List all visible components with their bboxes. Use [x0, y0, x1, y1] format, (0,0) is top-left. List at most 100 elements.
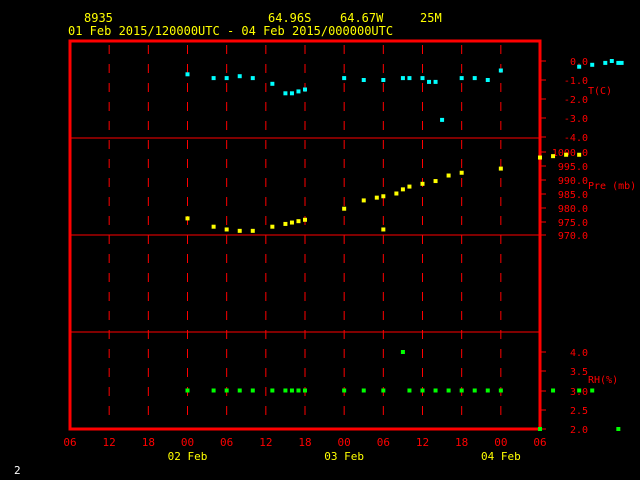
- temperature-point: [342, 76, 347, 81]
- temperature-point: [270, 81, 275, 86]
- panel-ylabel: RH(%): [588, 375, 618, 386]
- temperature-point: [211, 76, 216, 81]
- x-tick-label: 12: [103, 436, 116, 449]
- temperature-point: [472, 76, 477, 81]
- pressure-point: [237, 228, 242, 233]
- humidity-point: [538, 427, 542, 431]
- y-tick-label: -4.0: [564, 133, 588, 144]
- pressure-point: [433, 179, 438, 184]
- pressure-point: [400, 187, 405, 192]
- pressure-point: [420, 181, 425, 186]
- x-tick-label: 00: [181, 436, 194, 449]
- humidity-point: [342, 388, 347, 393]
- pressure-point: [564, 152, 569, 157]
- temperature-point: [619, 60, 624, 65]
- pressure-point: [551, 154, 556, 159]
- temperature-point: [407, 76, 412, 81]
- temperature-point: [433, 79, 438, 84]
- temperature-point: [616, 60, 621, 65]
- temperature-point: [590, 62, 595, 67]
- pressure-point: [224, 227, 229, 232]
- temperature-point: [485, 78, 490, 82]
- x-tick-label: 06: [63, 436, 76, 449]
- humidity-point: [237, 388, 242, 393]
- temperature-point: [400, 76, 405, 81]
- pressure-point: [538, 155, 542, 160]
- pressure-point: [303, 217, 307, 222]
- pressure-point: [498, 166, 503, 171]
- humidity-point: [590, 388, 595, 393]
- humidity-point: [420, 388, 425, 393]
- y-tick-label: 0.0: [570, 57, 588, 68]
- x-date-label: 03 Feb: [324, 450, 364, 463]
- longitude: 64.67W: [340, 11, 384, 25]
- humidity-point: [361, 388, 366, 393]
- y-tick-label: 980.0: [558, 204, 588, 215]
- x-tick-label: 06: [533, 436, 546, 449]
- temperature-point: [381, 78, 386, 82]
- pressure-point: [381, 194, 386, 199]
- x-tick-label: 18: [142, 436, 155, 449]
- x-tick-label: 06: [220, 436, 233, 449]
- pressure-point: [283, 221, 288, 226]
- humidity-point: [283, 388, 288, 393]
- time-range: 01 Feb 2015/120000UTC - 04 Feb 2015/0000…: [68, 24, 394, 38]
- elevation: 25M: [420, 11, 442, 25]
- temperature-point: [609, 59, 614, 63]
- humidity-point: [250, 388, 255, 393]
- humidity-point: [472, 388, 477, 393]
- x-tick-label: 12: [416, 436, 429, 449]
- temperature-point: [420, 76, 425, 81]
- temperature-point: [427, 79, 432, 84]
- y-tick-label: 995.0: [558, 162, 588, 173]
- y-tick-label: 3.5: [570, 367, 588, 378]
- y-tick-label: 2.5: [570, 406, 588, 417]
- humidity-point: [577, 388, 582, 393]
- pressure-point: [270, 224, 275, 229]
- humidity-point: [498, 388, 503, 393]
- pressure-point: [289, 220, 294, 225]
- pressure-point: [577, 152, 582, 157]
- humidity-point: [433, 388, 438, 393]
- pressure-point: [459, 170, 464, 175]
- pressure-point: [381, 227, 386, 232]
- temperature-point: [296, 89, 301, 94]
- humidity-point: [296, 388, 301, 393]
- x-tick-label: 18: [455, 436, 468, 449]
- y-tick-label: 975.0: [558, 218, 588, 229]
- temperature-point: [185, 72, 190, 77]
- y-tick-label: 970.0: [558, 231, 588, 242]
- y-tick-label: 985.0: [558, 190, 588, 201]
- page-number: 2: [14, 464, 21, 477]
- latitude: 64.96S: [268, 11, 312, 25]
- temperature-point: [459, 76, 464, 81]
- humidity-point: [616, 427, 621, 431]
- y-tick-label: 990.0: [558, 176, 588, 187]
- humidity-point: [407, 388, 412, 393]
- temperature-point: [577, 64, 582, 69]
- humidity-point: [270, 388, 275, 393]
- station-id: 8935: [84, 11, 113, 25]
- pressure-point: [361, 198, 366, 203]
- humidity-point: [446, 388, 451, 393]
- y-tick-label: -3.0: [564, 114, 588, 125]
- humidity-point: [551, 388, 556, 393]
- humidity-point: [459, 388, 464, 393]
- humidity-point: [400, 350, 405, 354]
- humidity-point: [224, 388, 229, 393]
- temperature-point: [303, 87, 307, 92]
- pressure-point: [407, 184, 412, 189]
- temperature-point: [440, 117, 445, 122]
- temperature-point: [498, 68, 503, 73]
- pressure-point: [211, 224, 216, 229]
- x-date-label: 02 Feb: [168, 450, 208, 463]
- panel-ylabel: T(C): [588, 86, 612, 97]
- x-tick-label: 00: [338, 436, 351, 449]
- temperature-point: [283, 91, 288, 96]
- x-date-label: 04 Feb: [481, 450, 521, 463]
- y-tick-label: -1.0: [564, 76, 588, 87]
- x-tick-label: 00: [494, 436, 507, 449]
- x-tick-label: 06: [377, 436, 390, 449]
- temperature-point: [250, 76, 255, 81]
